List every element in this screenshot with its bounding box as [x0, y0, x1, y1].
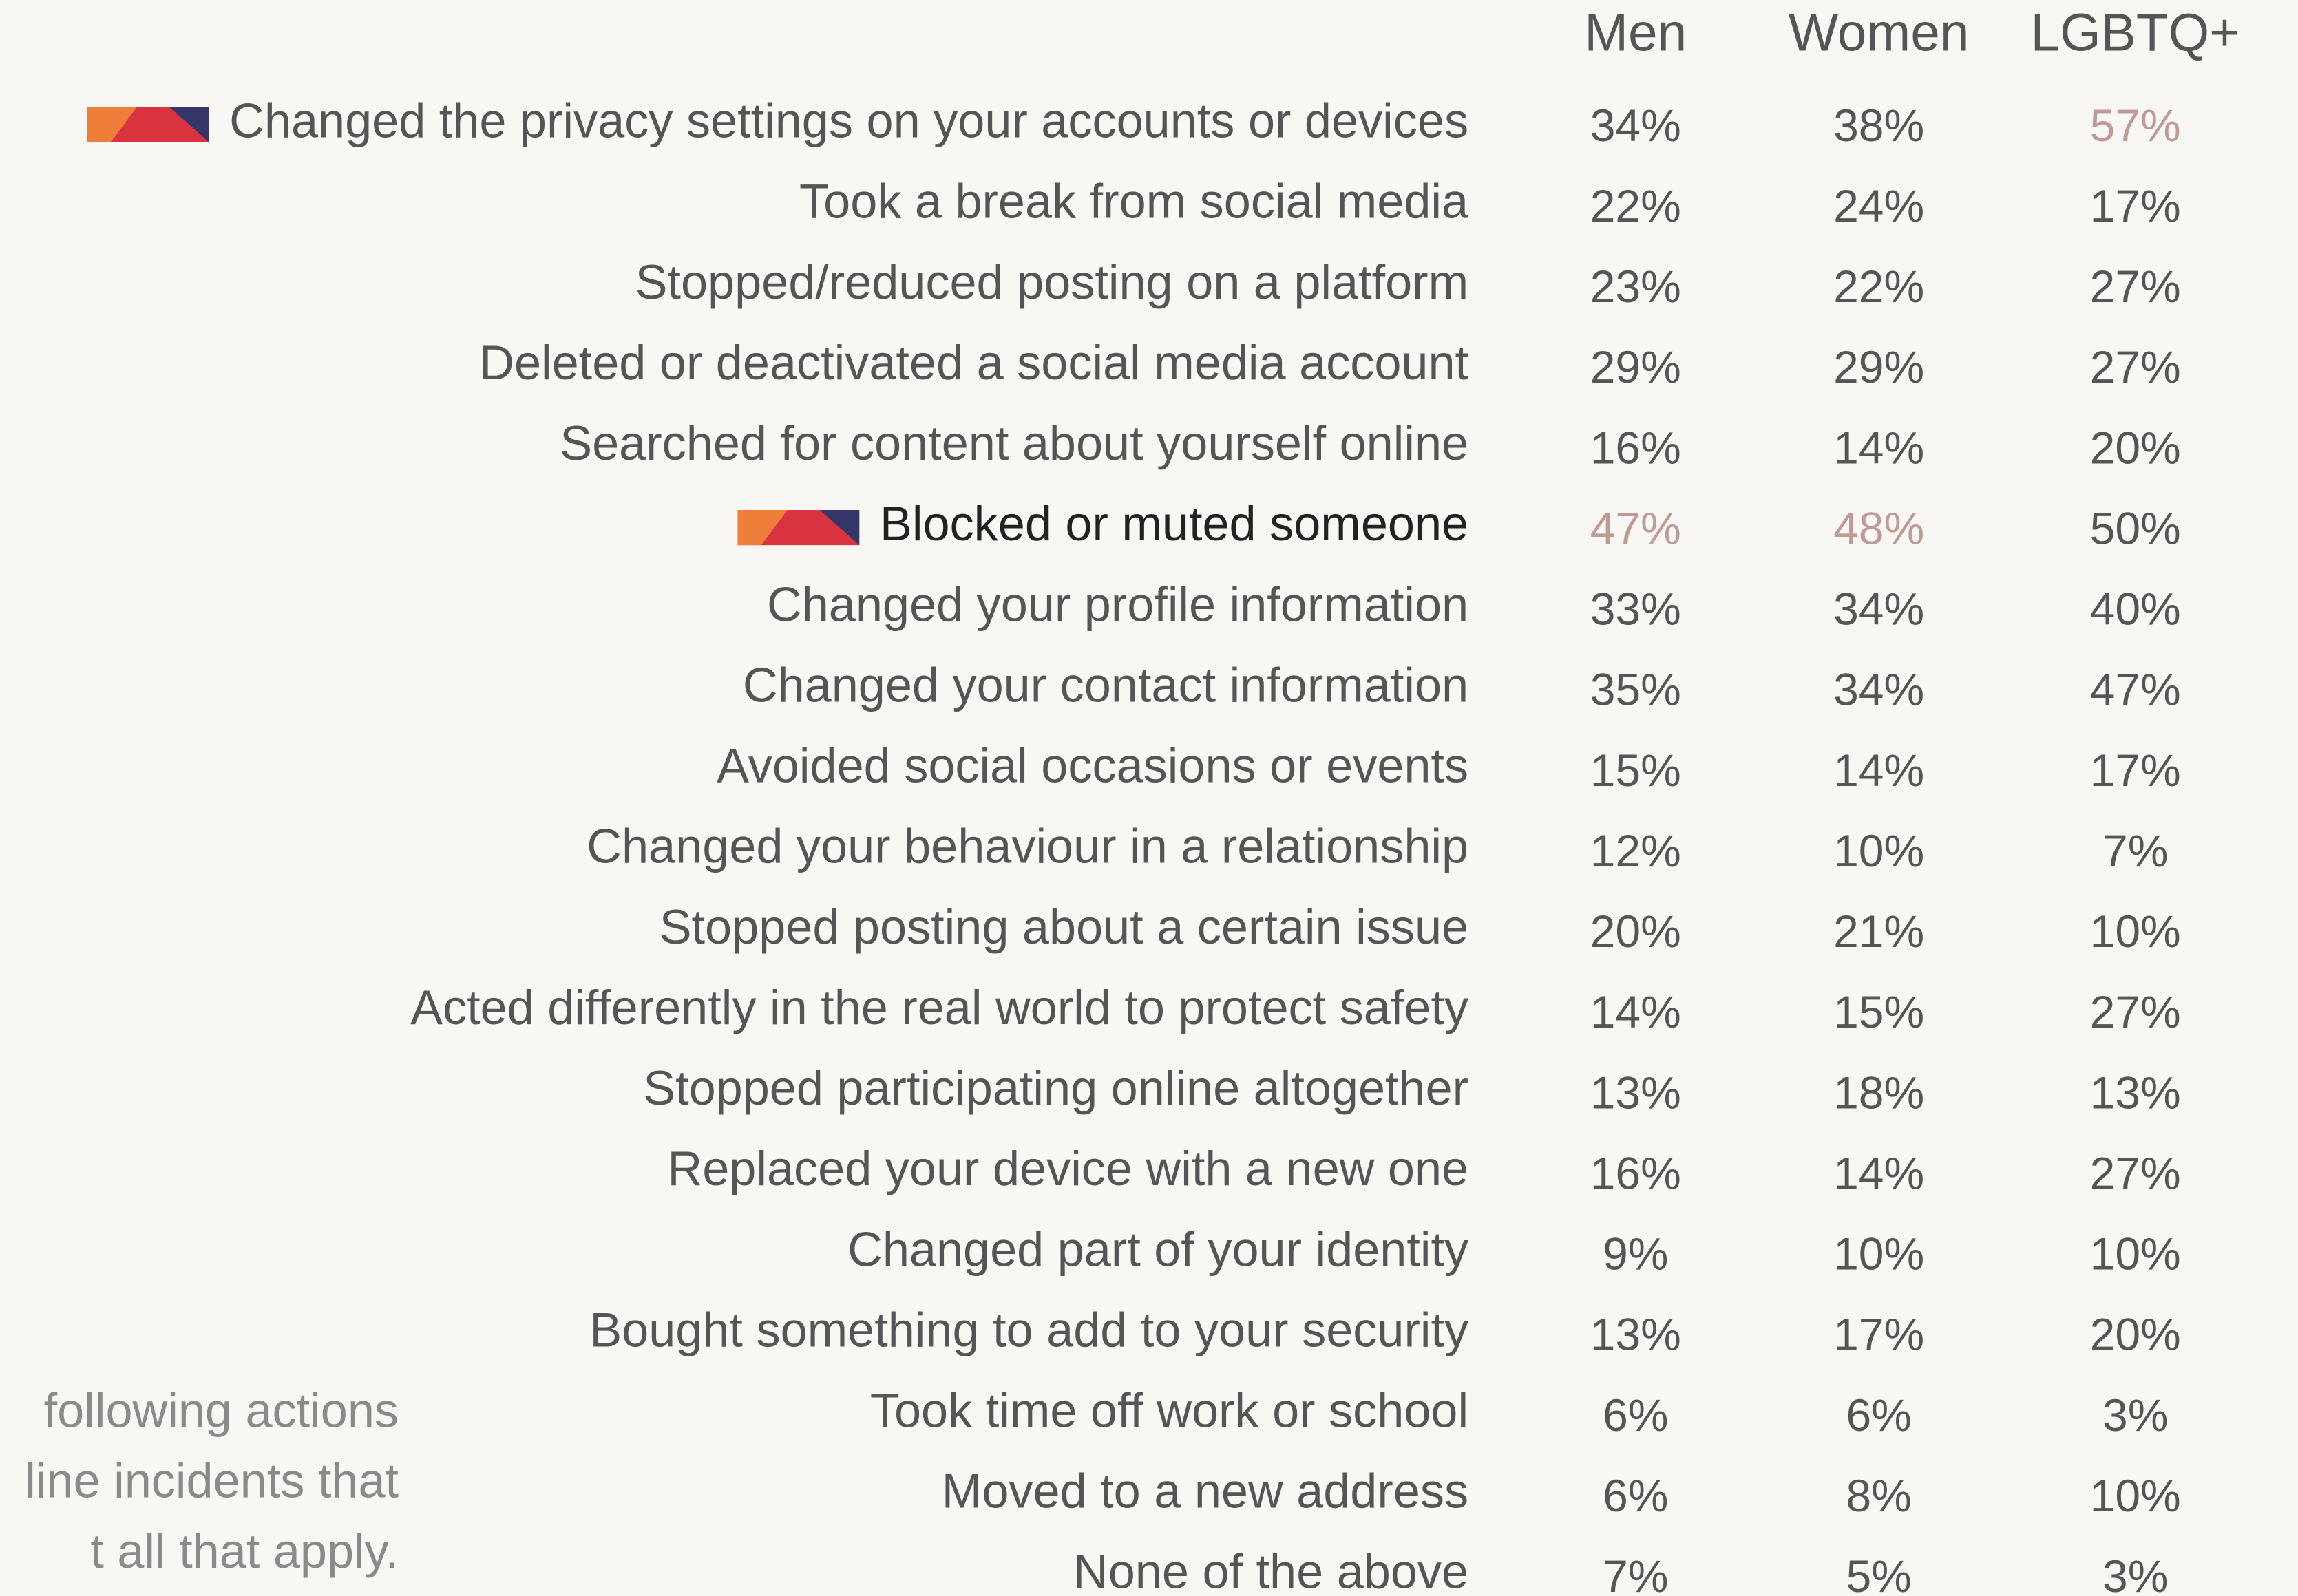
cell-value: 14% [1833, 745, 1924, 796]
cell-value: 14% [1590, 986, 1681, 1037]
column-header: Women [1789, 3, 1970, 62]
row-label: Changed your profile information [767, 577, 1468, 631]
note-line: following actions [44, 1383, 399, 1438]
cell-value: 27% [2090, 1147, 2181, 1198]
cell-value: 27% [2090, 986, 2181, 1037]
cell-value: 15% [1833, 986, 1924, 1037]
cell-value: 50% [2090, 502, 2181, 553]
cell-value: 6% [1603, 1470, 1668, 1521]
cell-value: 27% [2090, 261, 2181, 312]
cell-value: 18% [1833, 1067, 1924, 1118]
cell-value: 23% [1590, 261, 1681, 312]
column-header: Men [1584, 3, 1687, 62]
row-label: Stopped/reduced posting on a platform [635, 255, 1469, 309]
cell-value: 10% [2090, 1228, 2181, 1279]
cell-value: 17% [2090, 745, 2181, 796]
cell-value: 21% [1833, 906, 1924, 957]
cell-value: 29% [1590, 341, 1681, 392]
cell-value: 10% [1833, 1228, 1924, 1279]
cell-value: 3% [2102, 1390, 2168, 1440]
cell-value: 10% [1833, 825, 1924, 876]
cell-value: 13% [1590, 1067, 1681, 1118]
cell-value: 20% [2090, 422, 2181, 473]
cell-value: 6% [1603, 1390, 1668, 1440]
cell-value: 3% [2102, 1551, 2168, 1596]
icon-orange [737, 510, 788, 546]
note-line: line incidents that [25, 1454, 399, 1508]
cell-value: 34% [1833, 584, 1924, 635]
column-header: LGBTQ+ [2030, 3, 2239, 62]
row-label: Took time off work or school [870, 1383, 1468, 1438]
cell-value: 8% [1846, 1470, 1911, 1521]
cell-value: 15% [1590, 745, 1681, 796]
cell-value: 33% [1590, 584, 1681, 635]
cell-value: 10% [2090, 1470, 2181, 1521]
row-label: Stopped participating online altogether [643, 1061, 1468, 1115]
cell-value: 29% [1833, 341, 1924, 392]
row-label: Acted differently in the real world to p… [410, 980, 1468, 1034]
cell-value: 35% [1590, 664, 1681, 715]
cell-value: 10% [2090, 906, 2181, 957]
cell-value: 22% [1590, 180, 1681, 231]
row-label: Moved to a new address [942, 1464, 1468, 1518]
row-label: None of the above [1073, 1544, 1468, 1596]
row-label: Changed the privacy settings on your acc… [229, 94, 1468, 148]
cell-value: 38% [1833, 100, 1924, 151]
row-label: Changed your contact information [743, 657, 1468, 712]
cell-value: 16% [1590, 422, 1681, 473]
row-label: Searched for content about yourself onli… [560, 416, 1468, 470]
cell-value: 7% [2102, 825, 2168, 876]
cell-value: 47% [1590, 502, 1681, 553]
row-label: Avoided social occasions or events [717, 738, 1468, 793]
cell-value: 7% [1603, 1551, 1668, 1596]
cell-value: 48% [1833, 502, 1924, 553]
cell-value: 5% [1846, 1551, 1911, 1596]
cell-value: 22% [1833, 261, 1924, 312]
row-label: Bought something to add to your security [589, 1302, 1468, 1356]
icon-orange [87, 107, 138, 142]
cell-value: 12% [1590, 825, 1681, 876]
row-label: Changed part of your identity [847, 1222, 1468, 1276]
row-label: Changed your behaviour in a relationship [587, 819, 1468, 873]
cell-value: 14% [1833, 1147, 1924, 1198]
row-label: Blocked or muted someone [880, 496, 1468, 551]
cell-value: 13% [1590, 1309, 1681, 1360]
cell-value: 9% [1603, 1228, 1668, 1279]
cell-value: 34% [1590, 100, 1681, 151]
row-label: Deleted or deactivated a social media ac… [479, 335, 1468, 390]
cell-value: 40% [2090, 584, 2181, 635]
cell-value: 6% [1846, 1390, 1911, 1440]
note-line: t all that apply. [90, 1524, 399, 1578]
cell-value: 27% [2090, 341, 2181, 392]
row-label: Stopped posting about a certain issue [660, 900, 1468, 954]
row-label: Took a break from social media [799, 174, 1469, 228]
cell-value: 17% [1833, 1309, 1924, 1360]
cell-value: 17% [2090, 180, 2181, 231]
cell-value: 57% [2090, 100, 2181, 151]
cell-value: 47% [2090, 664, 2181, 715]
cell-value: 14% [1833, 422, 1924, 473]
cell-value: 16% [1590, 1147, 1681, 1198]
cell-value: 24% [1833, 180, 1924, 231]
cell-value: 13% [2090, 1067, 2181, 1118]
cell-value: 20% [1590, 906, 1681, 957]
row-label: Replaced your device with a new one [668, 1141, 1469, 1195]
cell-value: 20% [2090, 1309, 2181, 1360]
cell-value: 34% [1833, 664, 1924, 715]
